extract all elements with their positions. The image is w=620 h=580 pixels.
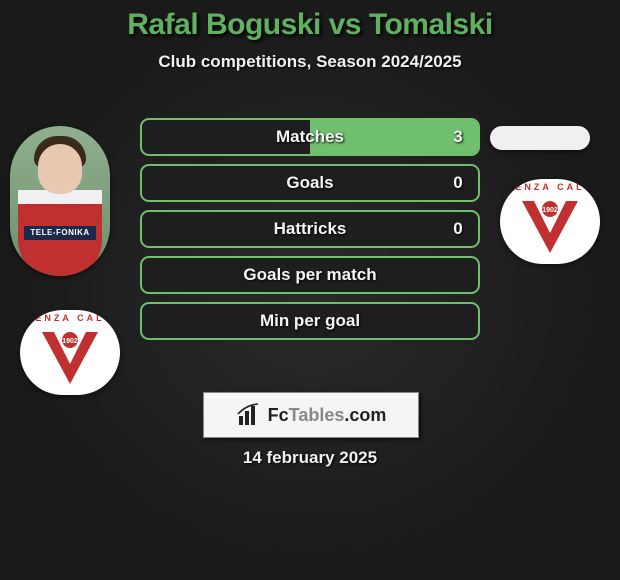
stat-label: Goals per match (142, 258, 478, 292)
player-right-avatar (490, 126, 590, 150)
club-left-badge: ENZA CAL 1902 (20, 310, 120, 395)
stat-row: Goals per match (140, 256, 480, 294)
stat-label: Matches (142, 120, 478, 154)
badge-year: 1902 (542, 207, 558, 214)
badge-year: 1902 (62, 338, 78, 345)
stats-area: 3Matches 0Goals 0Hattricks Goals per match M… (140, 118, 480, 348)
brand-box: FcTables.com (203, 392, 419, 438)
subtitle: Club competitions, Season 2024/2025 (0, 52, 620, 72)
brand-chart-icon (236, 402, 262, 428)
jersey-sponsor: TELE-FONIKA (24, 226, 96, 240)
brand-part3: .com (344, 405, 386, 425)
club-right-badge: ENZA CAL 1902 (500, 179, 600, 264)
badge-arc-text: ENZA CAL (20, 313, 120, 323)
brand-part2: Tables (289, 405, 345, 425)
stat-label: Hattricks (142, 212, 478, 246)
player-left-avatar: TELE-FONIKA (10, 126, 110, 276)
stat-label: Goals (142, 166, 478, 200)
stat-label: Min per goal (142, 304, 478, 338)
stat-row: Min per goal (140, 302, 480, 340)
date-text: 14 february 2025 (0, 448, 620, 468)
stat-row: 0Goals (140, 164, 480, 202)
page-title: Rafal Boguski vs Tomalski (0, 0, 620, 42)
brand-part1: Fc (268, 405, 289, 425)
brand-text: FcTables.com (268, 405, 387, 426)
stat-row: 0Hattricks (140, 210, 480, 248)
badge-arc-text: ENZA CAL (500, 182, 600, 192)
head-shape (38, 144, 82, 194)
badge-v-icon: 1902 (38, 330, 102, 388)
badge-v-icon: 1902 (518, 199, 582, 257)
stat-row: 3Matches (140, 118, 480, 156)
comparison-card: Rafal Boguski vs Tomalski Club competiti… (0, 0, 620, 580)
